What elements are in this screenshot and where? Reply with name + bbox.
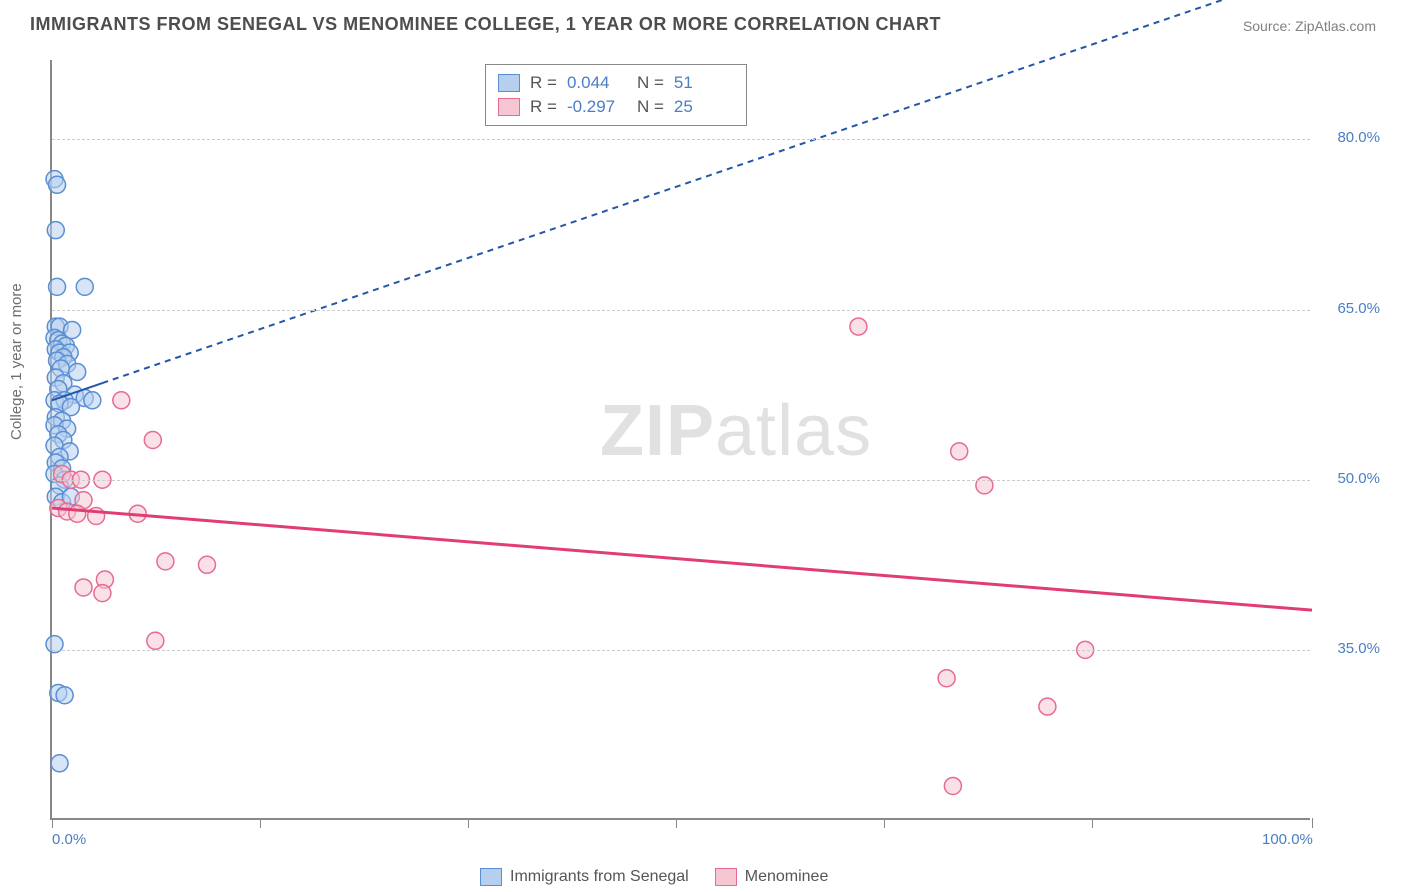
data-point bbox=[51, 755, 68, 772]
data-point bbox=[113, 392, 130, 409]
y-tick-label: 50.0% bbox=[1320, 470, 1380, 487]
x-tick bbox=[260, 818, 261, 828]
legend-swatch bbox=[480, 868, 502, 886]
r-value: 0.044 bbox=[567, 73, 627, 93]
legend-item: Menominee bbox=[715, 868, 829, 886]
plot-area: 35.0%50.0%65.0%80.0%0.0%100.0% bbox=[50, 60, 1310, 820]
y-tick-label: 35.0% bbox=[1320, 640, 1380, 657]
data-point bbox=[76, 278, 93, 295]
r-label: R = bbox=[530, 73, 557, 93]
y-tick-label: 80.0% bbox=[1320, 129, 1380, 146]
correlation-legend: R = 0.044 N = 51 R = -0.297 N = 25 bbox=[485, 64, 747, 126]
y-tick-label: 65.0% bbox=[1320, 300, 1380, 317]
data-point bbox=[69, 363, 86, 380]
y-axis-label: College, 1 year or more bbox=[8, 283, 25, 440]
x-tick bbox=[52, 818, 53, 828]
data-point bbox=[94, 585, 111, 602]
legend-item: Immigrants from Senegal bbox=[480, 868, 689, 886]
data-point bbox=[938, 670, 955, 687]
data-point bbox=[147, 632, 164, 649]
gridline bbox=[52, 310, 1310, 311]
legend-swatch bbox=[498, 98, 520, 116]
legend-row: R = 0.044 N = 51 bbox=[498, 71, 734, 95]
n-value: 51 bbox=[674, 73, 734, 93]
data-point bbox=[951, 443, 968, 460]
trend-line-extrapolated bbox=[102, 0, 1312, 383]
x-tick-label: 0.0% bbox=[52, 831, 86, 848]
x-tick bbox=[884, 818, 885, 828]
data-point bbox=[49, 278, 66, 295]
gridline bbox=[52, 650, 1310, 651]
data-point bbox=[56, 687, 73, 704]
x-tick bbox=[468, 818, 469, 828]
r-label: R = bbox=[530, 97, 557, 117]
data-point bbox=[47, 222, 64, 239]
x-tick bbox=[1312, 818, 1313, 828]
series-legend: Immigrants from Senegal Menominee bbox=[480, 868, 828, 886]
n-label: N = bbox=[637, 73, 664, 93]
legend-label: Menominee bbox=[745, 868, 829, 886]
trend-line bbox=[52, 508, 1312, 610]
legend-swatch bbox=[715, 868, 737, 886]
legend-swatch bbox=[498, 74, 520, 92]
data-point bbox=[75, 579, 92, 596]
n-label: N = bbox=[637, 97, 664, 117]
legend-label: Immigrants from Senegal bbox=[510, 868, 689, 886]
gridline bbox=[52, 480, 1310, 481]
r-value: -0.297 bbox=[567, 97, 627, 117]
x-tick-label: 100.0% bbox=[1262, 831, 1313, 848]
data-point bbox=[944, 777, 961, 794]
gridline bbox=[52, 139, 1310, 140]
legend-row: R = -0.297 N = 25 bbox=[498, 95, 734, 119]
data-point bbox=[198, 556, 215, 573]
data-point bbox=[69, 505, 86, 522]
x-tick bbox=[676, 818, 677, 828]
chart-title: IMMIGRANTS FROM SENEGAL VS MENOMINEE COL… bbox=[30, 14, 941, 35]
data-point bbox=[49, 176, 66, 193]
data-point bbox=[144, 432, 161, 449]
data-point bbox=[84, 392, 101, 409]
data-point bbox=[850, 318, 867, 335]
n-value: 25 bbox=[674, 97, 734, 117]
data-point bbox=[1039, 698, 1056, 715]
source-attribution: Source: ZipAtlas.com bbox=[1243, 18, 1376, 34]
data-point bbox=[157, 553, 174, 570]
x-tick bbox=[1092, 818, 1093, 828]
chart-svg bbox=[52, 60, 1310, 818]
